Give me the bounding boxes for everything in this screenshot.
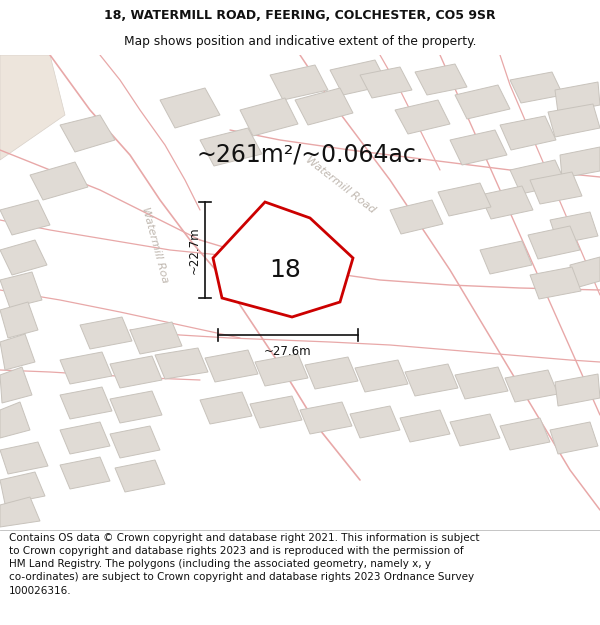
Polygon shape [305,357,358,389]
Polygon shape [155,348,208,379]
Text: ~22.7m: ~22.7m [188,226,201,274]
Polygon shape [505,370,558,402]
Polygon shape [0,302,38,338]
Polygon shape [0,55,65,160]
Polygon shape [0,472,45,504]
Polygon shape [555,82,600,113]
Polygon shape [395,100,450,134]
Polygon shape [415,64,467,95]
Polygon shape [240,98,298,136]
Polygon shape [550,422,598,454]
Polygon shape [455,367,508,399]
Polygon shape [0,367,32,403]
Polygon shape [530,172,582,204]
Text: Watermill Road: Watermill Road [303,155,377,215]
Polygon shape [295,88,353,125]
Polygon shape [330,60,388,95]
Polygon shape [500,418,550,450]
Polygon shape [110,426,160,458]
Polygon shape [400,410,450,442]
Polygon shape [390,200,443,234]
Polygon shape [110,356,162,388]
Text: ~261m²/~0.064ac.: ~261m²/~0.064ac. [196,143,424,167]
Polygon shape [355,360,408,392]
Polygon shape [160,88,220,128]
Text: Map shows position and indicative extent of the property.: Map shows position and indicative extent… [124,35,476,48]
Polygon shape [0,442,48,474]
Polygon shape [570,257,600,289]
Text: ~27.6m: ~27.6m [264,345,312,358]
Polygon shape [60,457,110,489]
Polygon shape [60,115,115,152]
Polygon shape [450,414,500,446]
Polygon shape [205,350,258,382]
Polygon shape [0,497,40,527]
Polygon shape [530,267,581,299]
Polygon shape [200,392,252,424]
Polygon shape [360,67,412,98]
Polygon shape [0,272,42,308]
Polygon shape [555,374,600,406]
Polygon shape [250,396,302,428]
Polygon shape [548,104,600,137]
Polygon shape [110,391,162,423]
Text: Watermill Roa: Watermill Roa [140,206,170,284]
Polygon shape [255,354,308,386]
Polygon shape [60,387,112,419]
Polygon shape [405,364,458,396]
Polygon shape [528,226,580,259]
Polygon shape [500,116,556,150]
Polygon shape [438,183,491,216]
Polygon shape [30,162,88,200]
Polygon shape [450,130,507,165]
Polygon shape [0,402,30,438]
Polygon shape [80,317,132,349]
Polygon shape [550,212,598,244]
Polygon shape [270,65,328,100]
Polygon shape [115,460,165,492]
Polygon shape [350,406,400,438]
Polygon shape [0,240,47,275]
Polygon shape [200,128,262,166]
Polygon shape [130,322,182,354]
Polygon shape [0,200,50,235]
Polygon shape [213,202,353,317]
Polygon shape [560,147,600,178]
Polygon shape [60,422,110,454]
Polygon shape [510,160,566,194]
Polygon shape [0,334,35,370]
Text: 18, WATERMILL ROAD, FEERING, COLCHESTER, CO5 9SR: 18, WATERMILL ROAD, FEERING, COLCHESTER,… [104,9,496,22]
Polygon shape [480,241,532,274]
Polygon shape [510,72,563,103]
Polygon shape [455,85,510,119]
Polygon shape [60,352,112,384]
Polygon shape [300,402,352,434]
Text: 18: 18 [269,258,301,282]
Text: Contains OS data © Crown copyright and database right 2021. This information is : Contains OS data © Crown copyright and d… [9,533,479,596]
Polygon shape [480,186,533,219]
